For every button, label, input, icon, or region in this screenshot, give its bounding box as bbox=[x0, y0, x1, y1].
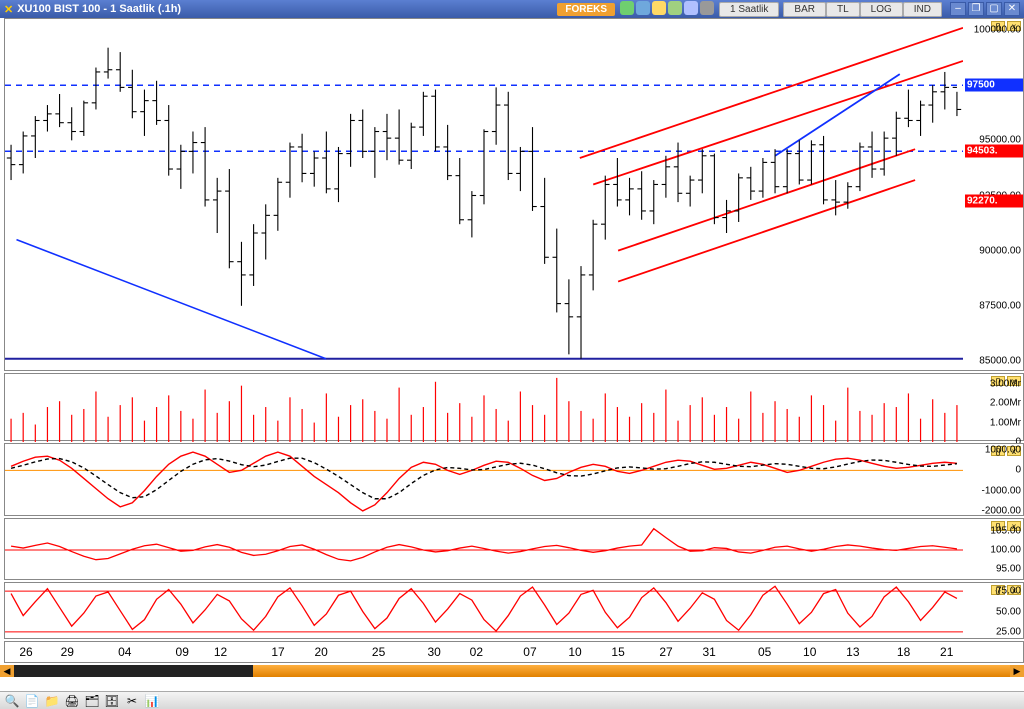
date-tick: 31 bbox=[702, 645, 715, 659]
date-tick: 10 bbox=[568, 645, 581, 659]
ind3-ytick: 95.00 bbox=[996, 564, 1021, 575]
toolbar-icon-0[interactable] bbox=[620, 1, 634, 15]
toolbar-icon-2[interactable] bbox=[652, 1, 666, 15]
price-y-axis: 85000.0087500.0090000.0092500.0095000.00… bbox=[965, 19, 1023, 370]
volume-ytick: 2.00Mr bbox=[990, 398, 1021, 409]
bottom-tool-1[interactable]: 📄 bbox=[24, 693, 40, 709]
date-tick: 09 bbox=[176, 645, 189, 659]
toolbar-bar-button[interactable]: BAR bbox=[783, 2, 826, 17]
date-tick: 02 bbox=[470, 645, 483, 659]
bottom-toolbar: 🔍📄📁🖨🗂🗄✂📊 bbox=[0, 691, 1024, 709]
date-tick: 04 bbox=[118, 645, 131, 659]
date-tick: 29 bbox=[61, 645, 74, 659]
macd-y-axis: -2000.00 -1000.00 0 1000.00 bbox=[965, 444, 1023, 515]
price-ytick: 85000.00 bbox=[979, 355, 1021, 366]
ind4-panel: {}x25.0050.0075.00 bbox=[4, 582, 1024, 639]
ind4-y-axis: 25.00 50.00 75.00 bbox=[965, 583, 1023, 638]
ind3-ytick: 100.00 bbox=[990, 545, 1021, 556]
toolbar-tl-button[interactable]: TL bbox=[826, 2, 860, 17]
price-tag: 92270. bbox=[965, 194, 1023, 207]
date-axis: 26 29 04 09 12 17 20 25 30 02 07 10 15 27 31 05 10 13 18 21 bbox=[4, 641, 1024, 663]
date-tick: 12 bbox=[214, 645, 227, 659]
macd-ytick: -2000.00 bbox=[982, 505, 1021, 516]
date-tick: 07 bbox=[523, 645, 536, 659]
restore-button[interactable]: ❐ bbox=[968, 2, 984, 16]
bottom-tool-3[interactable]: 🖨 bbox=[64, 693, 80, 709]
volume-ytick: 3.00Mr bbox=[990, 378, 1021, 389]
scroll-track[interactable] bbox=[14, 665, 1010, 677]
price-tag: 94503. bbox=[965, 145, 1023, 158]
ind4-ytick: 25.00 bbox=[996, 626, 1021, 637]
volume-plot[interactable] bbox=[5, 374, 965, 440]
date-tick: 21 bbox=[940, 645, 953, 659]
price-ytick: 100000.00 bbox=[974, 25, 1021, 36]
title-bullet: ✕ bbox=[4, 3, 13, 16]
bottom-tool-7[interactable]: 📊 bbox=[144, 693, 160, 709]
macd-ytick: 0 bbox=[1015, 465, 1021, 476]
macd-ytick: 1000.00 bbox=[985, 445, 1021, 456]
toolbar-icon-group bbox=[619, 1, 715, 18]
toolbar-icon-4[interactable] bbox=[684, 1, 698, 15]
ind3-ytick: 105.00 bbox=[990, 525, 1021, 536]
date-tick: 05 bbox=[758, 645, 771, 659]
maximize-button[interactable]: ▢ bbox=[986, 2, 1002, 16]
toolbar-icon-1[interactable] bbox=[636, 1, 650, 15]
bottom-tool-4[interactable]: 🗂 bbox=[84, 693, 100, 709]
scroll-right-button[interactable]: ▶ bbox=[1010, 665, 1024, 677]
volume-ytick: 1.00Mr bbox=[990, 417, 1021, 428]
toolbar-icon-5[interactable] bbox=[700, 1, 714, 15]
ind4-ytick: 75.00 bbox=[996, 586, 1021, 597]
chart-stack: {}x85000.0087500.0090000.0092500.0095000… bbox=[0, 18, 1024, 663]
price-tag: 97500 bbox=[965, 79, 1023, 92]
date-tick: 27 bbox=[659, 645, 672, 659]
date-tick: 17 bbox=[271, 645, 284, 659]
macd-ytick: -1000.00 bbox=[982, 485, 1021, 496]
price-ytick: 87500.00 bbox=[979, 300, 1021, 311]
price-panel: {}x85000.0087500.0090000.0092500.0095000… bbox=[4, 18, 1024, 371]
volume-y-axis: 01.00Mr2.00Mr3.00Mr bbox=[965, 374, 1023, 440]
ind4-plot[interactable] bbox=[5, 583, 965, 638]
date-tick: 10 bbox=[803, 645, 816, 659]
bottom-tool-2[interactable]: 📁 bbox=[44, 693, 60, 709]
toolbar-log-button[interactable]: LOG bbox=[860, 2, 903, 17]
ind4-ytick: 50.00 bbox=[996, 606, 1021, 617]
date-tick: 13 bbox=[846, 645, 859, 659]
title-symbol: XU100 BIST 100 bbox=[17, 3, 100, 15]
date-tick: 30 bbox=[427, 645, 440, 659]
minimize-button[interactable]: – bbox=[950, 2, 966, 16]
date-tick: 18 bbox=[897, 645, 910, 659]
time-scrollbar[interactable]: ◀▶ bbox=[0, 665, 1024, 677]
title-period: 1 Saatlik (.1h) bbox=[110, 3, 181, 15]
scroll-thumb[interactable] bbox=[253, 665, 1010, 677]
ind3-y-axis: 95.00 100.00 105.00 bbox=[965, 519, 1023, 579]
volume-panel: {}x01.00Mr2.00Mr3.00Mr bbox=[4, 373, 1024, 441]
ind3-plot[interactable] bbox=[5, 519, 965, 579]
toolbar-icon-3[interactable] bbox=[668, 1, 682, 15]
price-ytick: 90000.00 bbox=[979, 245, 1021, 256]
bottom-tool-6[interactable]: ✂ bbox=[124, 693, 140, 709]
date-tick: 25 bbox=[372, 645, 385, 659]
toolbar-ind-button[interactable]: IND bbox=[903, 2, 942, 17]
title-bar: ✕ XU100 BIST 100 - 1 Saatlik (.1h) FOREK… bbox=[0, 0, 1024, 18]
brand-badge: FOREKS bbox=[557, 3, 615, 16]
price-plot[interactable] bbox=[5, 19, 965, 370]
ind3-panel: {}x95.00100.00105.00 bbox=[4, 518, 1024, 580]
macd-plot[interactable] bbox=[5, 444, 965, 515]
toolbar: FOREKS 1 Saatlik BARTLLOGIND – ❐ ▢ ✕ bbox=[557, 1, 1020, 18]
close-button[interactable]: ✕ bbox=[1004, 2, 1020, 16]
bottom-tool-5[interactable]: 🗄 bbox=[104, 693, 120, 709]
date-tick: 15 bbox=[611, 645, 624, 659]
date-tick: 26 bbox=[19, 645, 32, 659]
scroll-left-button[interactable]: ◀ bbox=[0, 665, 14, 677]
period-button[interactable]: 1 Saatlik bbox=[719, 2, 779, 17]
date-tick: 20 bbox=[314, 645, 327, 659]
macd-panel: {}x-2000.00-1000.0001000.00 bbox=[4, 443, 1024, 516]
bottom-tool-0[interactable]: 🔍 bbox=[4, 693, 20, 709]
